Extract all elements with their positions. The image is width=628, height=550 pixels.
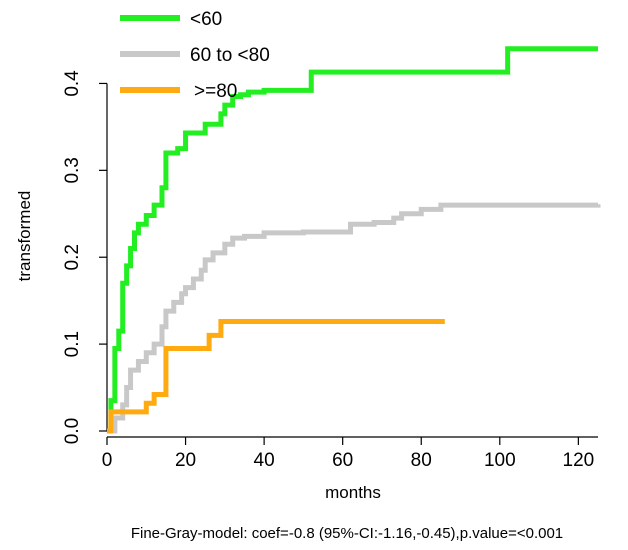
series-line-2	[107, 319, 445, 434]
model-caption: Fine-Gray-model: coef=-0.8 (95%-CI:-1.16…	[131, 525, 563, 542]
legend-label: <60	[190, 9, 222, 30]
x-tick-label: 60	[332, 450, 353, 471]
x-axis-title: months	[325, 483, 381, 502]
legend: <60 60 to <80 >=80	[120, 9, 270, 102]
series-line-0	[107, 46, 598, 434]
y-ticks: 0.0 0.1 0.2 0.3 0.4	[62, 70, 107, 444]
x-tick-label: 20	[175, 450, 196, 471]
y-tick-label: 0.4	[62, 70, 83, 97]
series-line-1	[107, 202, 601, 434]
legend-label: >=80	[194, 81, 237, 102]
y-tick-label: 0.1	[62, 331, 83, 357]
x-tick-label: 40	[254, 450, 275, 471]
axes: 0 20 40 60 80 100 120 0.0 0.1 0.2 0.3 0.4	[62, 70, 598, 471]
series-layer	[107, 46, 601, 434]
y-tick-label: 0.2	[62, 244, 83, 270]
x-tick-label: 100	[484, 450, 516, 471]
x-tick-label: 120	[563, 450, 595, 471]
y-axis-title: transformed	[15, 191, 34, 282]
x-ticks: 0 20 40 60 80 100 120	[102, 437, 595, 471]
y-tick-label: 0.3	[62, 157, 83, 183]
legend-label: 60 to <80	[190, 45, 270, 66]
x-tick-label: 0	[102, 450, 113, 471]
y-tick-label: 0.0	[62, 418, 83, 444]
x-tick-label: 80	[411, 450, 432, 471]
